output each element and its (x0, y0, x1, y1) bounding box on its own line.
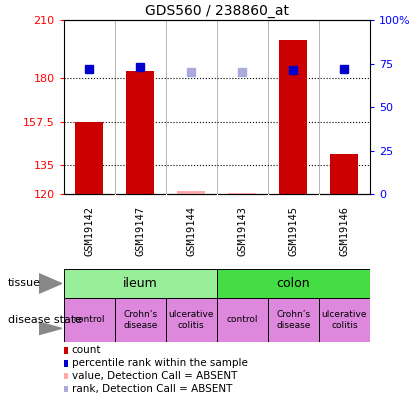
Text: disease state: disease state (8, 315, 82, 325)
Text: GSM19147: GSM19147 (135, 206, 145, 256)
Text: GSM19143: GSM19143 (237, 206, 247, 256)
Bar (126, 70, 154, 194)
Text: ulcerative
colitis: ulcerative colitis (322, 310, 367, 330)
Bar (166, 298, 217, 342)
Text: Crohn’s
disease: Crohn’s disease (123, 310, 157, 330)
Text: ulcerative
colitis: ulcerative colitis (169, 310, 214, 330)
Text: control: control (74, 315, 105, 324)
Text: GSM19144: GSM19144 (186, 206, 196, 256)
Bar (177, 192, 206, 194)
Bar (64, 269, 217, 298)
Bar (115, 298, 166, 342)
Bar (279, 40, 307, 194)
Text: count: count (72, 345, 101, 355)
Title: GDS560 / 238860_at: GDS560 / 238860_at (145, 4, 289, 18)
Bar (64, 298, 115, 342)
Text: colon: colon (277, 277, 310, 290)
Bar (330, 154, 358, 194)
Text: GSM19142: GSM19142 (84, 206, 94, 256)
Text: control: control (226, 315, 258, 324)
Text: Crohn’s
disease: Crohn’s disease (276, 310, 311, 330)
Bar (217, 298, 268, 342)
Text: GSM19145: GSM19145 (289, 206, 298, 256)
Bar (319, 298, 370, 342)
Bar (75, 122, 103, 194)
Text: value, Detection Call = ABSENT: value, Detection Call = ABSENT (72, 371, 237, 381)
Text: percentile rank within the sample: percentile rank within the sample (72, 358, 248, 368)
Text: ileum: ileum (123, 277, 158, 290)
Polygon shape (39, 322, 62, 335)
Text: GSM19146: GSM19146 (339, 206, 349, 256)
Bar (217, 269, 370, 298)
Polygon shape (39, 274, 62, 293)
Text: tissue: tissue (8, 279, 41, 288)
Bar (268, 298, 319, 342)
Text: rank, Detection Call = ABSENT: rank, Detection Call = ABSENT (72, 384, 232, 394)
